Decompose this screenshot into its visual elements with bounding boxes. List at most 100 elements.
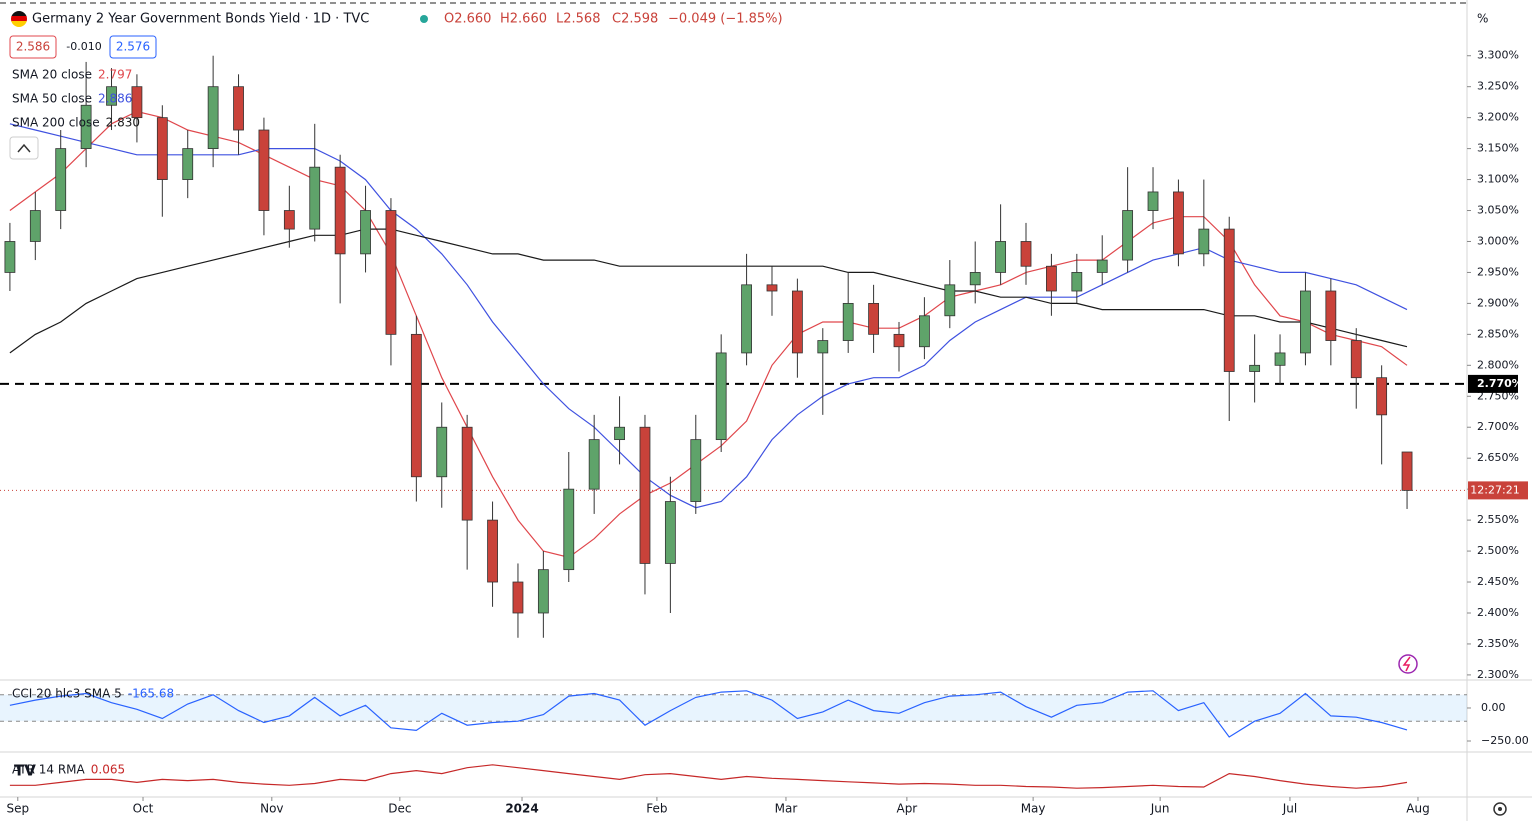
candle-body [1376, 377, 1388, 416]
y-unit-label: % [1477, 12, 1488, 26]
candle-body [1147, 191, 1159, 211]
y-tick-label: 3.100% [1477, 173, 1519, 186]
collapse-legend-button[interactable] [9, 136, 39, 160]
countdown-bg [1468, 481, 1528, 500]
x-tick-label: Sep [6, 802, 29, 816]
candle-body [29, 210, 41, 242]
collapse-icon [17, 143, 31, 153]
candle-body [1198, 228, 1210, 255]
candle-body [80, 104, 92, 150]
sell-button[interactable] [9, 35, 57, 59]
flag-icon [11, 11, 27, 27]
candle-body [410, 333, 422, 478]
alert-icon[interactable] [1398, 654, 1418, 674]
candle-body [156, 117, 168, 180]
ohlc-close: C2.598 [612, 12, 658, 27]
y-tick-label: 2.800% [1477, 358, 1519, 371]
candle-body [537, 569, 549, 614]
candle-body [106, 86, 117, 106]
candle-body [1325, 290, 1337, 341]
candle-body [791, 290, 803, 354]
candle-body [258, 129, 270, 211]
candle-body [1020, 241, 1032, 267]
candle-body [563, 488, 575, 571]
ohlc-high: H2.660 [500, 12, 547, 27]
settings-icon[interactable] [1493, 802, 1507, 816]
y-tick-label: 2.950% [1477, 265, 1519, 278]
y-tick-label: 2.900% [1477, 296, 1519, 309]
buy-button[interactable] [109, 35, 157, 59]
bid-price[interactable]: 2.586 [16, 40, 50, 54]
y-tick-label: 2.550% [1477, 513, 1519, 526]
y-tick-label: 0.00 [1481, 701, 1506, 714]
candle-body [690, 439, 702, 502]
x-tick-label: Feb [646, 802, 667, 816]
x-tick-label: May [1021, 802, 1046, 816]
horizontal-line-label: 2.770% [1477, 377, 1523, 390]
tradingview-logo[interactable]: TV [14, 762, 36, 780]
ohlc-change: −0.049 (−1.85%) [668, 12, 783, 27]
candle-body [817, 340, 829, 354]
symbol-title[interactable]: Germany 2 Year Government Bonds Yield · … [32, 12, 369, 27]
indicator-line [9, 764, 1408, 789]
legend-name: SMA 200 close [12, 116, 100, 130]
candle-body [1122, 210, 1134, 261]
candle-body [969, 272, 981, 286]
x-tick-label: Mar [775, 802, 798, 816]
candle-body [487, 519, 498, 583]
ohlc-low: L2.568 [556, 12, 600, 27]
ask-price[interactable]: 2.576 [116, 40, 150, 54]
x-tick-label: Nov [260, 802, 283, 816]
y-tick-label: 2.700% [1477, 420, 1519, 433]
candle-body [1401, 451, 1413, 491]
y-tick-label: 3.050% [1477, 204, 1519, 217]
x-tick-label: Oct [133, 802, 154, 816]
candle-body [1223, 228, 1235, 372]
candle-body [842, 302, 854, 341]
legend-value: 2.830 [106, 116, 140, 130]
candle-body [1249, 364, 1261, 372]
candle-body [766, 284, 778, 292]
candle-body [995, 241, 1007, 273]
candle-body [207, 86, 219, 150]
countdown: 12:27:21 [1470, 483, 1519, 496]
candle-body [436, 426, 448, 478]
legend-value: 2.797 [98, 68, 132, 82]
candle-body [1300, 290, 1311, 354]
candle-body [334, 166, 346, 255]
indicator-value: 0.065 [91, 763, 125, 777]
candle-body [1096, 259, 1108, 273]
candle-body [944, 284, 956, 317]
legend-name: SMA 20 close [12, 68, 92, 82]
x-tick-label: Apr [896, 802, 917, 816]
candle-body [1046, 265, 1057, 292]
indicator-line [9, 228, 1408, 354]
candle-body [4, 241, 16, 273]
candle-body [512, 581, 524, 614]
y-tick-label: 3.000% [1477, 234, 1519, 247]
cci-band [0, 694, 1467, 722]
candle-body [1173, 191, 1184, 255]
spread: -0.010 [66, 40, 101, 53]
candle-body [639, 426, 651, 564]
y-tick-label: −250.00 [1481, 734, 1529, 747]
market-status [420, 15, 428, 23]
y-tick-label: 3.150% [1477, 142, 1519, 155]
indicator-line [9, 123, 1408, 509]
candle-body [309, 166, 321, 230]
candle-body [868, 302, 879, 335]
x-tick-label: Aug [1406, 802, 1429, 816]
candle-body [182, 148, 194, 180]
candle-body [461, 426, 473, 521]
y-tick-label: 2.650% [1477, 451, 1519, 464]
y-tick-label: 2.450% [1477, 575, 1519, 588]
candle-body [893, 333, 905, 348]
indicator-title: CCI 20 hlc3 SMA 5 [12, 687, 122, 701]
candle-body [131, 86, 143, 119]
candle-body [1071, 272, 1083, 292]
candle-body [919, 315, 930, 348]
candle-body [1350, 340, 1362, 379]
legend-name: SMA 50 close [12, 92, 92, 106]
candle-body [1274, 352, 1286, 366]
